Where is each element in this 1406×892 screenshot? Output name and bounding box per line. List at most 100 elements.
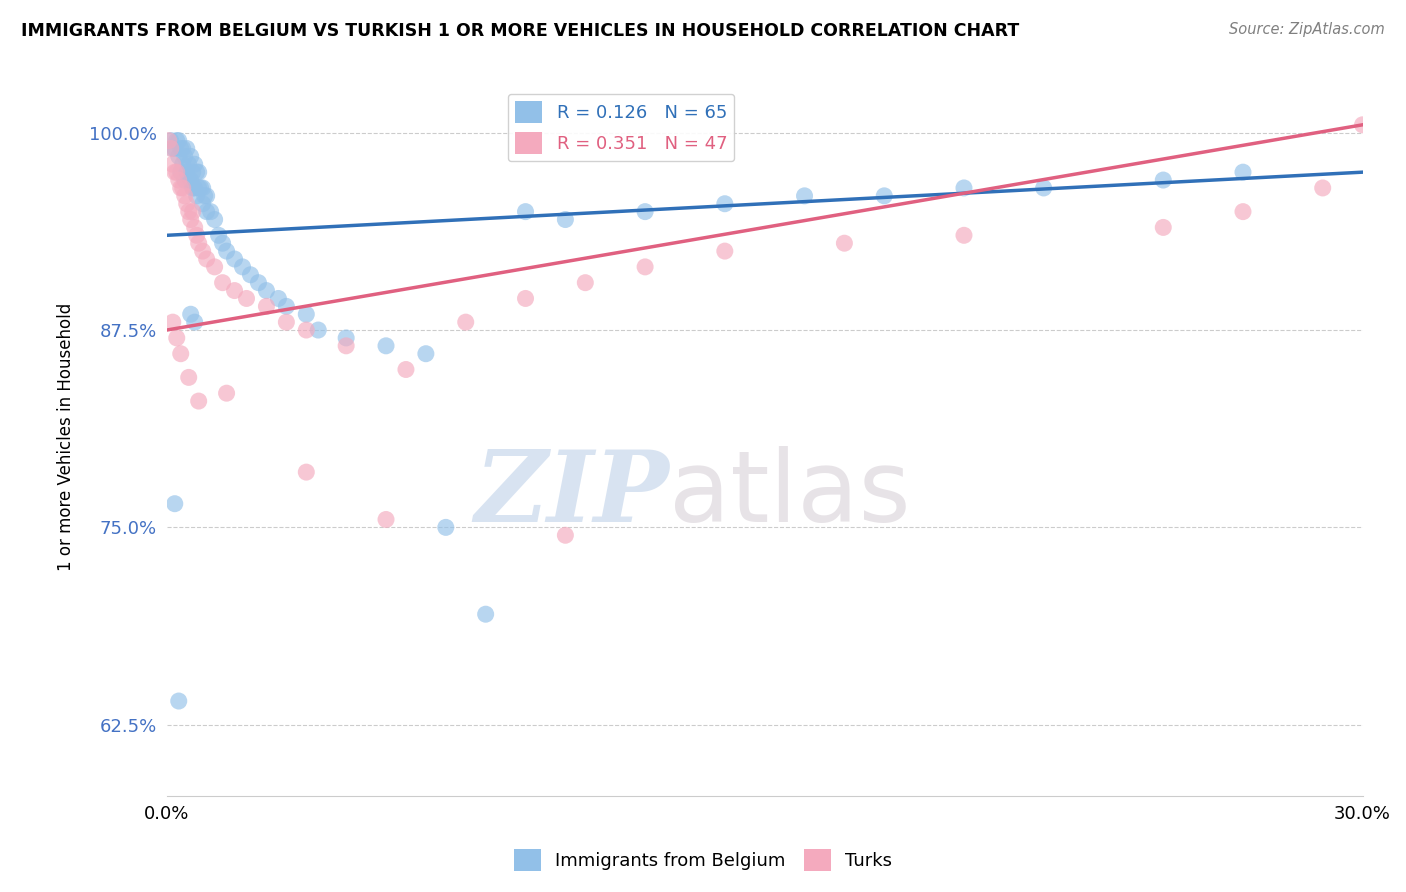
Point xyxy=(177,173,200,187)
Point xyxy=(256,299,278,313)
Point xyxy=(191,181,214,195)
Point xyxy=(177,370,200,384)
Point xyxy=(515,204,537,219)
Point xyxy=(793,189,815,203)
Point xyxy=(335,331,357,345)
Point xyxy=(181,165,204,179)
Point xyxy=(1032,181,1054,195)
Point xyxy=(195,189,218,203)
Y-axis label: 1 or more Vehicles in Household: 1 or more Vehicles in Household xyxy=(58,302,75,571)
Legend: Immigrants from Belgium, Turks: Immigrants from Belgium, Turks xyxy=(506,842,900,879)
Point xyxy=(215,244,238,259)
Point xyxy=(170,165,193,179)
Point xyxy=(395,362,418,376)
Point xyxy=(172,141,194,155)
Point xyxy=(415,347,437,361)
Point xyxy=(235,292,257,306)
Point xyxy=(180,212,202,227)
Point xyxy=(176,165,198,179)
Legend: R = 0.126   N = 65, R = 0.351   N = 47: R = 0.126 N = 65, R = 0.351 N = 47 xyxy=(508,94,734,161)
Point xyxy=(177,157,200,171)
Point xyxy=(173,149,195,163)
Point xyxy=(634,260,657,274)
Point xyxy=(247,276,270,290)
Point xyxy=(166,165,188,179)
Point xyxy=(953,181,976,195)
Point xyxy=(1152,173,1174,187)
Text: IMMIGRANTS FROM BELGIUM VS TURKISH 1 OR MORE VEHICLES IN HOUSEHOLD CORRELATION C: IMMIGRANTS FROM BELGIUM VS TURKISH 1 OR … xyxy=(21,22,1019,40)
Point xyxy=(1232,204,1254,219)
Point xyxy=(200,204,222,219)
Point xyxy=(170,181,193,195)
Point xyxy=(172,181,194,195)
Point xyxy=(180,173,202,187)
Point xyxy=(195,204,218,219)
Point xyxy=(170,347,193,361)
Point xyxy=(231,260,253,274)
Point xyxy=(162,157,184,171)
Point xyxy=(186,165,208,179)
Point xyxy=(180,307,202,321)
Point xyxy=(224,284,246,298)
Point xyxy=(187,181,209,195)
Point xyxy=(256,284,278,298)
Point xyxy=(163,497,186,511)
Text: atlas: atlas xyxy=(669,446,911,542)
Point xyxy=(267,292,290,306)
Point xyxy=(180,149,202,163)
Point xyxy=(1232,165,1254,179)
Point xyxy=(434,520,457,534)
Point xyxy=(224,252,246,266)
Point xyxy=(574,276,596,290)
Point xyxy=(166,331,188,345)
Point xyxy=(157,134,180,148)
Point xyxy=(162,315,184,329)
Point xyxy=(194,189,217,203)
Text: ZIP: ZIP xyxy=(474,446,669,542)
Point xyxy=(474,607,496,622)
Point xyxy=(211,276,233,290)
Point xyxy=(276,315,298,329)
Point xyxy=(195,252,218,266)
Point xyxy=(173,173,195,187)
Point xyxy=(1351,118,1374,132)
Point xyxy=(183,181,205,195)
Point xyxy=(162,141,184,155)
Point xyxy=(187,236,209,251)
Point xyxy=(375,512,398,526)
Point xyxy=(1152,220,1174,235)
Point xyxy=(295,307,318,321)
Point xyxy=(276,299,298,313)
Point xyxy=(186,228,208,243)
Point xyxy=(191,196,214,211)
Point xyxy=(953,228,976,243)
Point xyxy=(191,244,214,259)
Point xyxy=(176,141,198,155)
Point xyxy=(181,204,204,219)
Point xyxy=(167,173,190,187)
Point xyxy=(187,165,209,179)
Point xyxy=(204,212,226,227)
Point xyxy=(173,189,195,203)
Point xyxy=(714,196,737,211)
Point xyxy=(186,189,208,203)
Point xyxy=(873,189,896,203)
Point xyxy=(181,181,204,195)
Point xyxy=(239,268,262,282)
Point xyxy=(554,528,576,542)
Point xyxy=(207,228,229,243)
Point xyxy=(307,323,329,337)
Point xyxy=(190,181,212,195)
Point xyxy=(215,386,238,401)
Point xyxy=(183,220,205,235)
Point xyxy=(176,196,198,211)
Point xyxy=(166,134,188,148)
Point xyxy=(170,141,193,155)
Point xyxy=(295,323,318,337)
Point xyxy=(335,339,357,353)
Point xyxy=(1312,181,1334,195)
Point xyxy=(167,694,190,708)
Point xyxy=(375,339,398,353)
Point xyxy=(159,141,181,155)
Point xyxy=(183,157,205,171)
